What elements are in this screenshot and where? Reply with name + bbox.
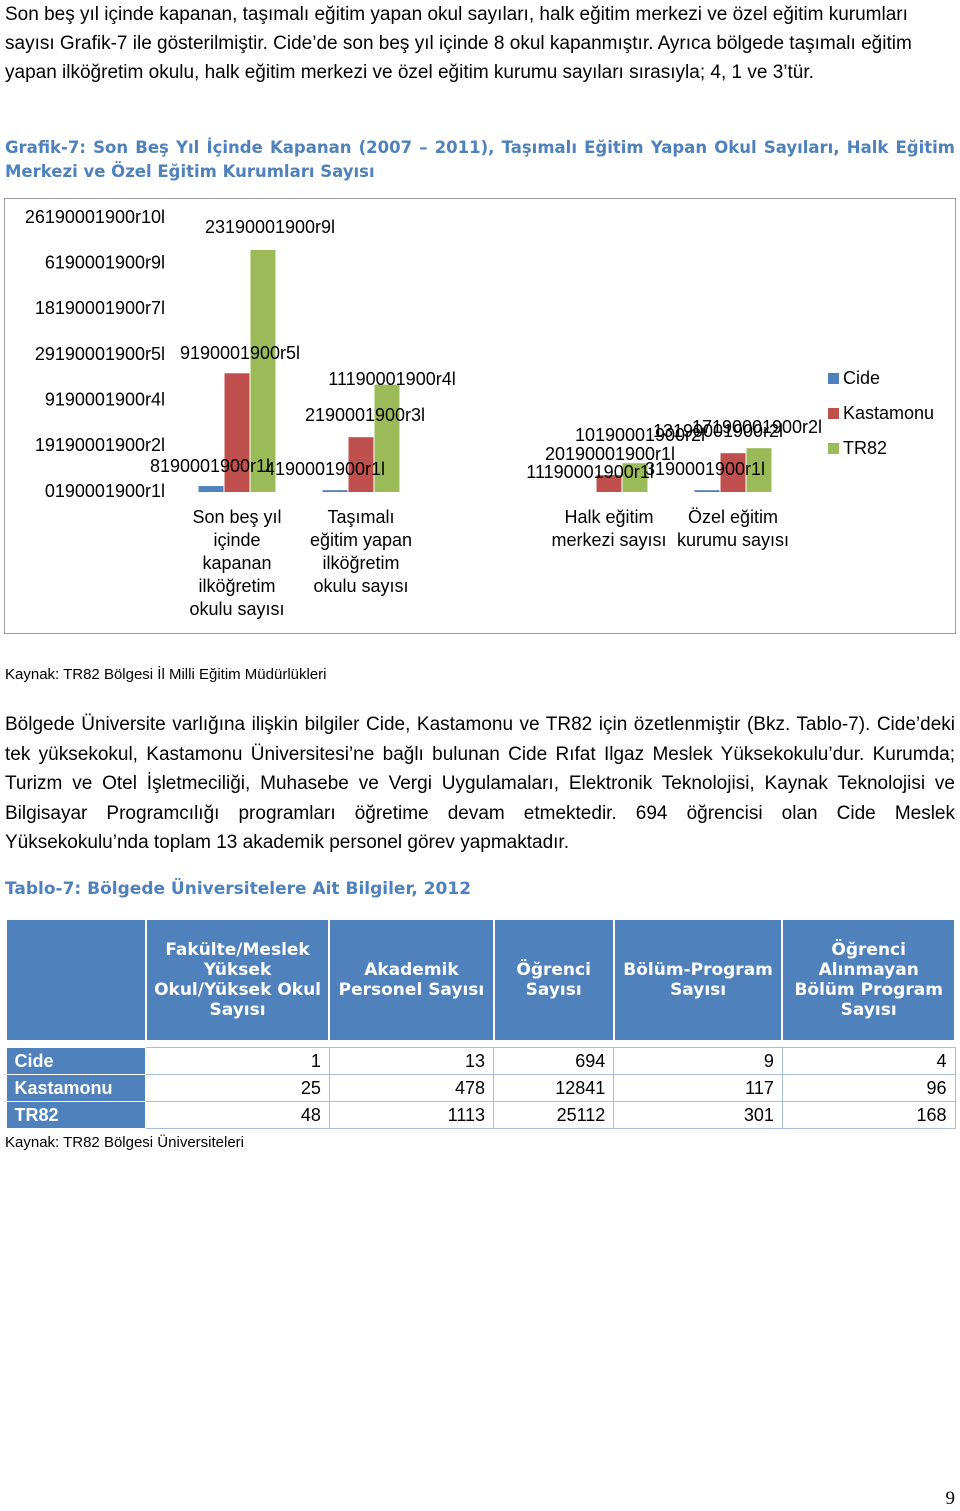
chart: 0190001900r1l 19190001900r2l 9190001900r4l… [4, 198, 956, 634]
cell: 25 [145, 1074, 330, 1102]
y-tick-label: 0190001900r1l [45, 481, 165, 501]
data-label: 23190001900r9l [205, 217, 335, 237]
cell: 9 [613, 1047, 783, 1075]
y-tick-label: 18190001900r7l [35, 298, 165, 318]
cell: 96 [781, 1074, 956, 1102]
bar [250, 249, 276, 492]
data-label: 13190001900r2l [653, 421, 783, 441]
legend-label: Cide [843, 368, 880, 388]
data-label: 17190001900r2l [692, 417, 822, 437]
data-label: 11190001900r4l [328, 369, 455, 389]
x-tick-label: Özel eğitim kurumu sayısı [676, 507, 790, 550]
table-title: Tablo-7: Bölgede Üniversitelere Ait Bilg… [5, 879, 472, 899]
bar [348, 437, 374, 492]
table-row: Kastamonu 25 478 12841 117 96 [5, 1074, 956, 1102]
y-tick-label: 9190001900r4l [45, 389, 165, 409]
bar [322, 490, 348, 492]
data-label: 11190001900r1l [526, 462, 653, 482]
cell: 694 [493, 1047, 615, 1075]
data-label: 10190001900r2l [575, 425, 705, 445]
cell: 48 [145, 1101, 330, 1129]
table-header-row: Fakülte/Meslek Yüksek Okul/Yüksek Okul S… [5, 918, 956, 1042]
y-tick-label: 26190001900r10l [25, 207, 165, 227]
x-tick-label: Son beş yıl içinde kapanan ilköğretim ok… [189, 507, 285, 619]
data-label: 8190001900r1l [150, 456, 270, 476]
header-cell: Fakülte/Meslek Yüksek Okul/Yüksek Okul S… [144, 918, 331, 1042]
legend-swatch [828, 408, 839, 419]
header-cell: Bölüm-Program Sayısı [612, 918, 784, 1042]
chart-title: Grafik-7: Son Beş Yıl İçinde Kapanan (20… [5, 138, 955, 181]
x-tick-label-box: Son beş yıl içinde kapanan ilköğretim ok… [189, 507, 285, 619]
legend-label: TR82 [843, 438, 887, 458]
data-label: 2190001900r3l [305, 405, 425, 425]
y-tick-label: 6190001900r9l [45, 252, 165, 272]
cell: 1113 [328, 1101, 495, 1129]
bar [224, 373, 250, 492]
bar [694, 490, 720, 492]
page-number: 9 [945, 1488, 956, 1509]
cell: 168 [781, 1101, 956, 1129]
legend-swatch [828, 373, 839, 384]
data-label: 3190001900r1l [645, 459, 765, 479]
data-label: 9190001900r5l [180, 343, 300, 363]
bar [596, 475, 622, 492]
cell: 25112 [493, 1101, 615, 1129]
cell: 4 [781, 1047, 956, 1075]
x-tick-label: Taşımalı eğitim yapan ilköğretim okulu s… [309, 507, 413, 596]
cell: 1 [145, 1047, 330, 1075]
bar [198, 486, 224, 492]
bar [374, 384, 400, 492]
legend-label: Kastamonu [843, 403, 934, 423]
table-row: TR82 48 1113 25112 301 168 [5, 1101, 956, 1129]
paragraph: Bölgede Üniversite varlığına ilişkin bil… [5, 714, 955, 853]
header-cell [5, 918, 147, 1042]
legend-swatch [828, 443, 839, 454]
x-tick-label-box: Taşımalı eğitim yapan ilköğretim okulu s… [309, 507, 413, 596]
table: Fakülte/Meslek Yüksek Okul/Yüksek Okul S… [5, 918, 956, 1129]
row-header: TR82 [5, 1101, 147, 1129]
data-label: 20190001900r1l [545, 444, 675, 464]
chart-frame [4, 198, 956, 634]
cell: 12841 [493, 1074, 615, 1102]
x-tick-label-box: Özel eğitim kurumu sayısı [676, 507, 790, 550]
cell: 13 [328, 1047, 495, 1075]
source: Kaynak: TR82 Bölgesi İl Milli Eğitim Müd… [5, 666, 327, 683]
row-header: Cide [5, 1047, 147, 1075]
bar [622, 463, 648, 492]
header-cell: Akademik Personel Sayısı [328, 918, 495, 1042]
source: Kaynak: TR82 Bölgesi Üniversiteleri [5, 1134, 244, 1151]
data-label: 4190001900r1l [265, 459, 385, 479]
row-header: Kastamonu [5, 1074, 147, 1102]
x-tick-label-box [425, 506, 545, 626]
intro-paragraph: Son beş yıl içinde kapanan, taşımalı eği… [5, 4, 912, 83]
table-row: Cide 1 13 694 9 4 [5, 1047, 956, 1075]
bar [746, 448, 772, 492]
header-cell: Öğrenci Alınmayan Bölüm Program Sayısı [781, 918, 956, 1042]
x-tick-label: Halk eğitim merkezi sayısı [551, 507, 667, 550]
y-tick-label: 19190001900r2l [35, 435, 165, 455]
cell: 117 [613, 1074, 783, 1102]
cell: 478 [328, 1074, 495, 1102]
x-tick-label-box: Halk eğitim merkezi sayısı [551, 507, 667, 550]
bar [720, 453, 746, 492]
header-cell: Öğrenci Sayısı [492, 918, 615, 1042]
y-tick-label: 29190001900r5l [35, 344, 165, 364]
cell: 301 [613, 1101, 783, 1129]
